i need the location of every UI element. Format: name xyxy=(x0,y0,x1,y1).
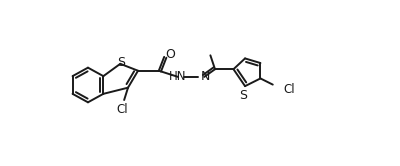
Text: Cl: Cl xyxy=(284,83,295,96)
Text: Cl: Cl xyxy=(117,103,128,116)
Text: N: N xyxy=(200,70,210,83)
Text: HN: HN xyxy=(168,70,186,83)
Text: O: O xyxy=(166,48,175,61)
Text: S: S xyxy=(239,89,247,102)
Text: S: S xyxy=(117,56,125,69)
